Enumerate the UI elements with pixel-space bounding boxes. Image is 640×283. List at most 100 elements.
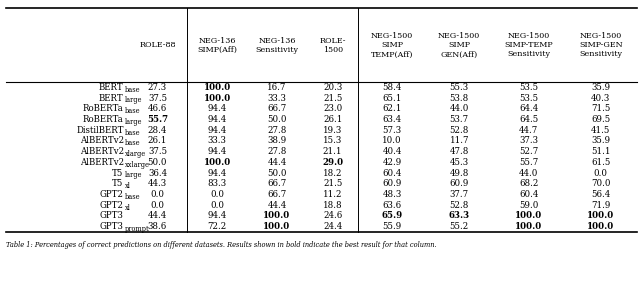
Text: 26.1: 26.1 [148,136,167,145]
Text: base: base [125,193,141,201]
Text: 66.7: 66.7 [268,179,287,188]
Text: 65.1: 65.1 [382,94,402,103]
Text: DistilBERT: DistilBERT [76,126,124,135]
Text: 51.1: 51.1 [591,147,611,156]
Text: 37.7: 37.7 [449,190,468,199]
Text: 38.6: 38.6 [148,222,167,231]
Text: 24.6: 24.6 [323,211,342,220]
Text: 60.9: 60.9 [382,179,402,188]
Text: 0.0: 0.0 [150,201,164,210]
Text: ROLE-88: ROLE-88 [140,41,176,49]
Text: large: large [125,171,143,179]
Text: 66.7: 66.7 [268,190,287,199]
Text: 40.4: 40.4 [382,147,402,156]
Text: GPT2: GPT2 [100,201,124,210]
Text: 55.7: 55.7 [519,158,538,167]
Text: 61.5: 61.5 [591,158,611,167]
Text: 44.0: 44.0 [519,169,538,178]
Text: 68.2: 68.2 [519,179,538,188]
Text: 29.0: 29.0 [322,158,343,167]
Text: 94.4: 94.4 [207,126,227,135]
Text: 55.9: 55.9 [382,222,402,231]
Text: 0.0: 0.0 [210,201,224,210]
Text: NEG-1500
SIMP
GEN(Aff): NEG-1500 SIMP GEN(Aff) [438,32,480,59]
Text: large: large [125,97,143,104]
Text: GPT3: GPT3 [100,222,124,231]
Text: NEG-136
SIMP(Aff): NEG-136 SIMP(Aff) [197,37,237,54]
Text: 64.4: 64.4 [519,104,538,113]
Text: base: base [125,139,141,147]
Text: prompt: prompt [125,225,150,233]
Text: 100.0: 100.0 [515,222,542,231]
Text: 44.3: 44.3 [148,179,167,188]
Text: 46.6: 46.6 [148,104,167,113]
Text: base: base [125,129,141,137]
Text: BERT: BERT [99,94,124,103]
Text: 71.5: 71.5 [591,104,611,113]
Text: 36.4: 36.4 [148,169,167,178]
Text: 23.0: 23.0 [323,104,342,113]
Text: 66.7: 66.7 [268,104,287,113]
Text: 48.3: 48.3 [382,190,402,199]
Text: Table 1: Percentages of correct predictions on different datasets. Results shown: Table 1: Percentages of correct predicti… [6,241,437,248]
Text: 44.4: 44.4 [268,158,287,167]
Text: 94.4: 94.4 [207,115,227,124]
Text: 33.3: 33.3 [268,94,287,103]
Text: 44.4: 44.4 [148,211,167,220]
Text: 100.0: 100.0 [587,211,614,220]
Text: 55.2: 55.2 [449,222,468,231]
Text: 59.0: 59.0 [519,201,538,210]
Text: 27.8: 27.8 [268,126,287,135]
Text: 83.3: 83.3 [207,179,227,188]
Text: 37.3: 37.3 [519,136,538,145]
Text: 53.5: 53.5 [519,83,538,92]
Text: ROLE-
1500: ROLE- 1500 [319,37,346,54]
Text: 50.0: 50.0 [268,169,287,178]
Text: 11.2: 11.2 [323,190,342,199]
Text: BERT: BERT [99,83,124,92]
Text: 94.4: 94.4 [207,104,227,113]
Text: 53.8: 53.8 [449,94,468,103]
Text: 50.0: 50.0 [148,158,167,167]
Text: GPT2: GPT2 [100,190,124,199]
Text: xl: xl [125,204,131,212]
Text: 11.7: 11.7 [449,136,469,145]
Text: 63.3: 63.3 [449,211,470,220]
Text: 52.8: 52.8 [449,201,469,210]
Text: 50.0: 50.0 [268,115,287,124]
Text: RoBERTa: RoBERTa [83,104,124,113]
Text: 49.8: 49.8 [449,169,469,178]
Text: 52.8: 52.8 [449,126,469,135]
Text: 24.4: 24.4 [323,222,342,231]
Text: 55.7: 55.7 [147,115,168,124]
Text: 42.9: 42.9 [382,158,402,167]
Text: 15.3: 15.3 [323,136,342,145]
Text: 0.0: 0.0 [150,190,164,199]
Text: 37.5: 37.5 [148,147,167,156]
Text: NEG-136
Sensitivity: NEG-136 Sensitivity [255,37,298,54]
Text: 16.7: 16.7 [268,83,287,92]
Text: 38.9: 38.9 [268,136,287,145]
Text: 71.9: 71.9 [591,201,611,210]
Text: NEG-1500
SIMP
TEMP(Aff): NEG-1500 SIMP TEMP(Aff) [371,32,413,59]
Text: 100.0: 100.0 [204,158,231,167]
Text: 100.0: 100.0 [263,211,291,220]
Text: large: large [125,118,143,126]
Text: 100.0: 100.0 [587,222,614,231]
Text: 21.1: 21.1 [323,147,342,156]
Text: 40.3: 40.3 [591,94,611,103]
Text: 62.1: 62.1 [382,104,402,113]
Text: xl: xl [125,182,131,190]
Text: 41.5: 41.5 [591,126,611,135]
Text: 33.3: 33.3 [208,136,227,145]
Text: 60.4: 60.4 [382,169,402,178]
Text: xxlarge: xxlarge [125,161,150,169]
Text: 60.9: 60.9 [449,179,469,188]
Text: 44.0: 44.0 [449,104,469,113]
Text: 21.5: 21.5 [323,179,342,188]
Text: xlarge: xlarge [125,150,147,158]
Text: T5: T5 [113,179,124,188]
Text: 0.0: 0.0 [210,190,224,199]
Text: 65.9: 65.9 [381,211,403,220]
Text: 28.4: 28.4 [148,126,167,135]
